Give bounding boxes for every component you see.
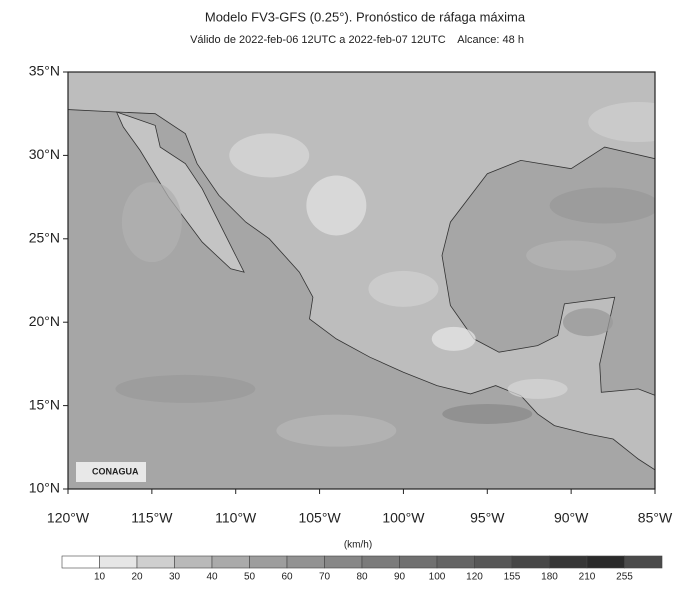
- colorbar-label: 210: [579, 572, 596, 583]
- colorbar-label: 10: [94, 572, 106, 583]
- wind-field: [588, 102, 655, 143]
- wind-field: [306, 175, 367, 236]
- colorbar-swatch: [249, 555, 288, 569]
- lon-label: 120°W: [47, 510, 90, 526]
- colorbar-label: 180: [541, 572, 558, 583]
- lon-label: 100°W: [382, 510, 425, 526]
- lat-label: 10°N: [29, 480, 60, 496]
- wind-field: [115, 374, 256, 403]
- map-frame: [67, 71, 656, 490]
- colorbar-swatch: [511, 555, 550, 569]
- lat-label: 15°N: [29, 396, 60, 412]
- peninsula: [115, 111, 245, 273]
- subtitle: Válido de 2022-feb-06 12UTC a 2022-feb-0…: [190, 34, 524, 46]
- colorbar-label: 30: [169, 572, 181, 583]
- lon-label: 110°W: [215, 510, 257, 526]
- land-mass: [68, 72, 655, 471]
- lat-label: 30°N: [29, 146, 60, 162]
- colorbar-swatch: [436, 555, 475, 569]
- wind-field: [276, 414, 397, 447]
- map-area: [68, 72, 655, 489]
- colorbar-swatch: [549, 555, 588, 569]
- wind-field: [229, 133, 310, 178]
- lon-label: 115°W: [131, 510, 173, 526]
- colorbar-swatch: [361, 555, 400, 569]
- lon-label: 90°W: [554, 510, 589, 526]
- colorbar-swatch: [211, 555, 250, 569]
- colorbar-swatch: [174, 555, 213, 569]
- lon-label: 105°W: [298, 510, 341, 526]
- lat-label: 20°N: [29, 313, 60, 329]
- colorbar-swatch: [324, 555, 363, 569]
- logo-text: CONAGUA: [92, 466, 139, 476]
- lon-label: 85°W: [638, 510, 673, 526]
- colorbar-swatch: [136, 555, 175, 569]
- wind-field: [431, 326, 476, 351]
- logo-box: [76, 462, 146, 482]
- wind-field: [507, 378, 568, 399]
- title: Modelo FV3-GFS (0.25°). Pronóstico de rá…: [205, 9, 526, 24]
- lat-label: 25°N: [29, 230, 60, 246]
- colorbar-label: 80: [356, 572, 368, 583]
- colorbar-label: 50: [244, 572, 256, 583]
- lon-label: 95°W: [470, 510, 505, 526]
- colorbar-label: 120: [466, 572, 483, 583]
- colorbar-label: 100: [429, 572, 446, 583]
- colorbar-label: 255: [616, 572, 633, 583]
- land: [68, 72, 655, 471]
- colorbar-swatch: [99, 555, 138, 569]
- colorbar-label: 90: [394, 572, 406, 583]
- colorbar-units: (km/h): [344, 540, 372, 551]
- wind-field: [526, 240, 617, 271]
- colorbar-swatch: [61, 555, 100, 569]
- colorbar-label: 70: [319, 572, 331, 583]
- wind-field: [442, 403, 533, 424]
- colorbar-label: 60: [281, 572, 293, 583]
- wind-field: [368, 270, 439, 307]
- logo: CONAGUA: [76, 462, 146, 482]
- wind-field: [121, 182, 182, 263]
- island: [654, 291, 655, 293]
- lat-label: 35°N: [29, 63, 60, 79]
- colorbar-swatch: [286, 555, 325, 569]
- colorbar-label: 155: [504, 572, 521, 583]
- wind-field: [549, 187, 655, 224]
- colorbar-label: 20: [131, 572, 143, 583]
- colorbar-swatch: [399, 555, 438, 569]
- colorbar-label: 40: [206, 572, 218, 583]
- colorbar-swatch: [474, 555, 513, 569]
- colorbar-swatch: [586, 555, 625, 569]
- wind-field: [562, 308, 613, 337]
- colorbar-swatch: [624, 555, 663, 569]
